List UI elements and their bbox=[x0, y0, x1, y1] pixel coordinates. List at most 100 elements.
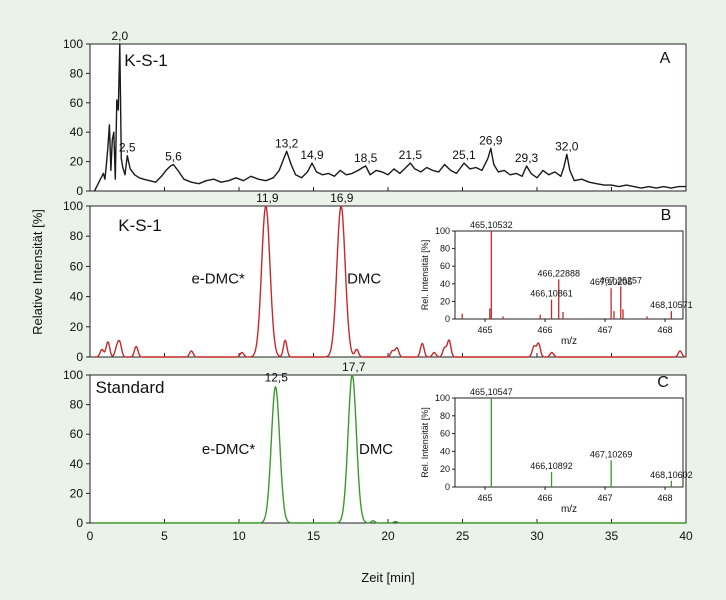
series-line bbox=[94, 374, 687, 524]
inset-y-tick-label: 80 bbox=[440, 244, 450, 254]
x-tick-label: 25 bbox=[456, 529, 470, 543]
inset-peak-label: 467,10205 bbox=[590, 277, 633, 287]
sample-label: K-S-1 bbox=[124, 51, 167, 70]
y-tick-label: 20 bbox=[70, 320, 84, 334]
y-tick-label: 0 bbox=[76, 184, 83, 198]
peak-label: 2,5 bbox=[119, 141, 136, 155]
compound-label: e-DMC* bbox=[191, 270, 244, 287]
panel-letter: C bbox=[657, 374, 669, 391]
inset-peak-label: 468,10571 bbox=[650, 300, 693, 310]
compound-label: DMC bbox=[359, 441, 393, 458]
inset-y-tick-label: 100 bbox=[435, 393, 450, 403]
panel-a: 0 20 40 60 80 100 2,0 2,5 5,6 13,214,9 18,5 21,5 25,… bbox=[63, 29, 687, 198]
compound-label: DMC bbox=[347, 270, 381, 287]
inset-peak-label: 465,10532 bbox=[470, 220, 513, 230]
panel-letter: A bbox=[660, 50, 671, 67]
y-tick-label: 80 bbox=[70, 229, 84, 243]
y-tick-label: 80 bbox=[70, 398, 84, 412]
y-tick-label: 60 bbox=[70, 427, 84, 441]
peak-label: 25,1 bbox=[452, 148, 476, 162]
inset-y-tick-label: 0 bbox=[445, 314, 450, 324]
y-tick-label: 60 bbox=[70, 96, 84, 110]
y-tick-label: 20 bbox=[70, 155, 84, 169]
y-tick-label: 0 bbox=[76, 516, 83, 530]
x-tick-label: 10 bbox=[232, 529, 246, 543]
sample-label: K-S-1 bbox=[118, 216, 161, 235]
plot-area bbox=[89, 43, 687, 192]
x-tick-label: 0 bbox=[87, 529, 94, 543]
inset-x-tick-label: 467 bbox=[597, 493, 612, 503]
x-tick-label: 15 bbox=[307, 529, 321, 543]
inset-y-axis-label: Rel. Intensität [%] bbox=[420, 407, 430, 478]
peak-label: 29,3 bbox=[515, 151, 539, 165]
y-tick-label: 100 bbox=[63, 37, 83, 51]
peak-label: 5,6 bbox=[165, 150, 182, 164]
y-tick-label: 40 bbox=[70, 125, 84, 139]
inset-y-tick-label: 0 bbox=[445, 482, 450, 492]
panel-letter: B bbox=[661, 207, 672, 224]
inset-x-axis-label: m/z bbox=[561, 504, 577, 515]
inset-peak-label: 465,10547 bbox=[470, 387, 513, 397]
inset-y-tick-label: 80 bbox=[440, 411, 450, 421]
inset-y-tick-label: 60 bbox=[440, 429, 450, 439]
mass-spectrum-inset: 0 20 40 60 80 100 465 466 467 468 465,10532 466,228… bbox=[420, 220, 693, 347]
y-tick-label: 80 bbox=[70, 66, 84, 80]
inset-x-tick-label: 468 bbox=[657, 493, 672, 503]
peak-label: 16,9 bbox=[330, 191, 354, 205]
inset-y-tick-label: 60 bbox=[440, 261, 450, 271]
inset-y-tick-label: 100 bbox=[435, 226, 450, 236]
inset-plot-area bbox=[454, 230, 684, 320]
inset-peak-label: 467,26257 bbox=[599, 275, 642, 285]
peak-label: 32,0 bbox=[555, 139, 579, 153]
inset-y-tick-label: 40 bbox=[440, 279, 450, 289]
compound-label: e-DMC* bbox=[202, 441, 255, 458]
peak-label: 17,7 bbox=[342, 360, 366, 374]
y-tick-label: 60 bbox=[70, 259, 84, 273]
series-line bbox=[93, 43, 686, 192]
x-axis-label: Zeit [min] bbox=[361, 570, 414, 585]
inset-x-tick-label: 466 bbox=[537, 493, 552, 503]
y-tick-label: 0 bbox=[76, 350, 83, 364]
inset-y-tick-label: 20 bbox=[440, 296, 450, 306]
inset-x-tick-label: 465 bbox=[477, 325, 492, 335]
panel-b: 0 20 40 60 80 100 11,9 16,9 e-DMC* DMC K-S-1 B 0 20 40… bbox=[63, 191, 693, 364]
inset-plot-area bbox=[454, 397, 684, 488]
peak-label: 11,9 bbox=[256, 191, 279, 205]
peak-label: 13,2 bbox=[275, 136, 299, 150]
inset-y-tick-label: 20 bbox=[440, 464, 450, 474]
inset-y-tick-label: 40 bbox=[440, 446, 450, 456]
inset-x-tick-label: 465 bbox=[477, 493, 492, 503]
x-tick-label: 30 bbox=[530, 529, 544, 543]
x-tick-label: 40 bbox=[679, 529, 693, 543]
inset-peak-label: 468,10602 bbox=[650, 470, 693, 480]
y-tick-label: 100 bbox=[63, 199, 83, 213]
panel-c: 0 20 40 60 80 100 0 5 10 15 20 25 30 35 40 12,5 17,7 e-DM… bbox=[63, 360, 693, 543]
peak-label: 2,0 bbox=[111, 29, 128, 43]
x-tick-label: 5 bbox=[161, 529, 168, 543]
x-tick-label: 20 bbox=[381, 529, 395, 543]
inset-peak-label: 466,22888 bbox=[537, 268, 580, 278]
inset-y-axis-label: Rel. Intensität [%] bbox=[420, 240, 430, 311]
peak-label: 26,9 bbox=[479, 133, 503, 147]
sample-label: Standard bbox=[96, 378, 165, 397]
inset-x-axis-label: m/z bbox=[561, 336, 577, 347]
mass-spectrum-inset: 0 20 40 60 80 100 465 466 467 468 465,10547 466,108… bbox=[420, 387, 693, 515]
series-line bbox=[94, 205, 687, 358]
peak-label: 14,9 bbox=[300, 148, 324, 162]
y-tick-label: 40 bbox=[70, 457, 84, 471]
inset-peak-label: 467,10269 bbox=[590, 449, 633, 459]
inset-x-tick-label: 468 bbox=[657, 325, 672, 335]
peak-label: 21,5 bbox=[399, 148, 423, 162]
inset-x-tick-label: 467 bbox=[597, 325, 612, 335]
peak-label: 12,5 bbox=[265, 370, 289, 384]
y-axis-label: Relative Intensität [%] bbox=[30, 209, 45, 335]
inset-peak-label: 466,10892 bbox=[530, 461, 573, 471]
inset-x-tick-label: 466 bbox=[537, 325, 552, 335]
peak-label: 18,5 bbox=[354, 151, 378, 165]
inset-peak-label: 466,10861 bbox=[530, 289, 573, 299]
x-tick-label: 35 bbox=[605, 529, 619, 543]
y-tick-label: 40 bbox=[70, 290, 84, 304]
y-tick-label: 100 bbox=[63, 368, 83, 382]
